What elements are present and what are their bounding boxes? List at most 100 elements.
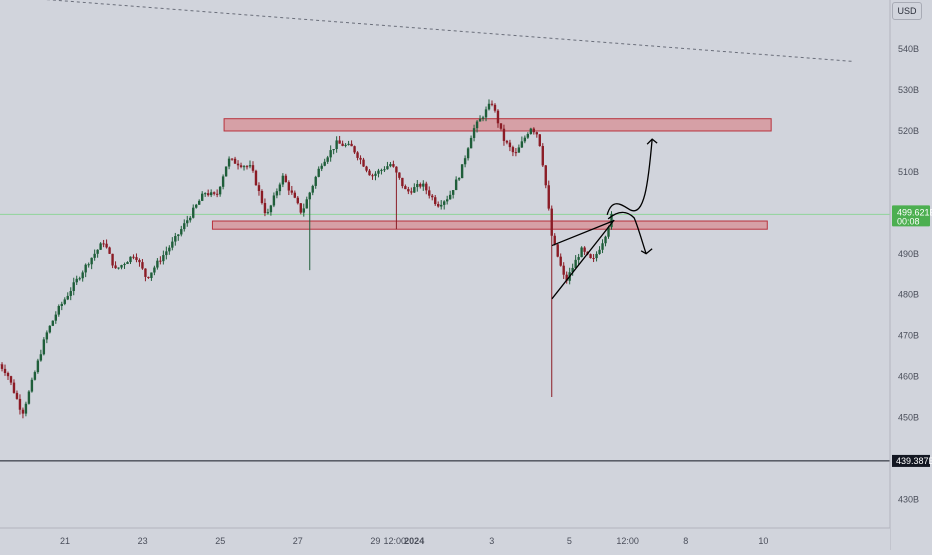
projection-arrow-up[interactable] (607, 139, 652, 215)
candle-body (524, 138, 526, 142)
x-tick-label: 27 (293, 536, 303, 546)
candle-body (204, 193, 206, 194)
candle-body (509, 143, 511, 148)
diagonal-trendline[interactable] (0, 0, 853, 61)
candle-body (455, 180, 457, 191)
candle-body (425, 184, 427, 191)
candle-body (64, 299, 66, 303)
candle-body (335, 140, 337, 149)
candle-body (144, 269, 146, 277)
x-tick-label: 2024 (404, 536, 424, 546)
currency-button[interactable]: USD (892, 2, 922, 20)
candle-body (380, 170, 382, 171)
candle-body (150, 273, 152, 278)
candle-body (344, 145, 346, 146)
y-tick-label: 480B (898, 290, 919, 300)
candle-body (58, 306, 60, 315)
candle-body (329, 150, 331, 157)
candle-body (347, 144, 349, 145)
candle-body (168, 248, 170, 252)
candle-body (326, 157, 328, 161)
candle-body (440, 205, 442, 207)
candle-body (422, 184, 424, 187)
candle-body (84, 265, 86, 273)
support-zone[interactable] (212, 221, 767, 229)
x-tick-label: 29 (370, 536, 380, 546)
candle-body (515, 152, 517, 153)
candle-body (533, 129, 535, 133)
candles-group (0, 99, 613, 418)
candle-body (437, 204, 439, 206)
candle-body (404, 186, 406, 189)
candle-body (49, 326, 51, 333)
y-tick-label: 460B (898, 372, 919, 382)
x-tick-label: 25 (215, 536, 225, 546)
candle-body (359, 158, 361, 160)
candle-body (126, 262, 128, 264)
x-tick-label: 5 (567, 536, 572, 546)
candle-body (285, 176, 287, 182)
candle-body (371, 175, 373, 176)
candle-body (270, 205, 272, 212)
candle-body (159, 261, 161, 262)
candle-body (228, 159, 230, 167)
candle-body (476, 122, 478, 129)
candle-body (560, 257, 562, 266)
candle-body (73, 282, 75, 291)
candle-body (123, 264, 125, 265)
candle-body (303, 208, 305, 212)
x-tick-label: 21 (60, 536, 70, 546)
candle-body (234, 159, 236, 164)
candle-body (291, 191, 293, 193)
candle-body (96, 250, 98, 254)
candle-body (55, 315, 57, 321)
candle-body (273, 195, 275, 205)
candle-body (386, 166, 388, 169)
candle-body (76, 279, 78, 282)
y-tick-label: 520B (898, 126, 919, 136)
candle-body (231, 159, 233, 160)
candle-body (70, 291, 72, 296)
candle-body (276, 191, 278, 195)
candle-body (461, 164, 463, 178)
candle-body (102, 243, 104, 244)
candle-body (332, 149, 334, 150)
candle-body (506, 141, 508, 143)
candle-body (198, 201, 200, 205)
candle-body (90, 258, 92, 264)
candle-body (338, 140, 340, 143)
candle-body (318, 169, 320, 177)
candle-body (312, 186, 314, 193)
candle-body (401, 178, 403, 186)
candle-body (500, 123, 502, 128)
candle-body (551, 209, 553, 236)
candle-body (294, 193, 296, 198)
candle-body (542, 146, 544, 165)
candle-body (10, 376, 12, 382)
candle-body (446, 199, 448, 201)
candle-body (521, 141, 523, 147)
candle-body (108, 247, 110, 253)
projection-arrow-down[interactable] (608, 212, 646, 253)
candle-body (443, 201, 445, 205)
candle-body (243, 166, 245, 167)
candle-body (114, 265, 116, 268)
x-tick-label: 23 (138, 536, 148, 546)
candle-body (512, 147, 514, 152)
candle-body (67, 296, 69, 300)
candle-body (189, 218, 191, 220)
candle-body (562, 266, 564, 275)
candle-body (25, 404, 27, 414)
candle-body (577, 257, 579, 260)
candle-body (105, 244, 107, 248)
candle-body (216, 194, 218, 195)
candle-body (413, 187, 415, 192)
candle-body (16, 393, 18, 399)
candle-body (288, 182, 290, 190)
candle-body (428, 190, 430, 195)
candle-body (279, 184, 281, 191)
candle-body (416, 184, 418, 187)
candle-body (162, 255, 164, 261)
